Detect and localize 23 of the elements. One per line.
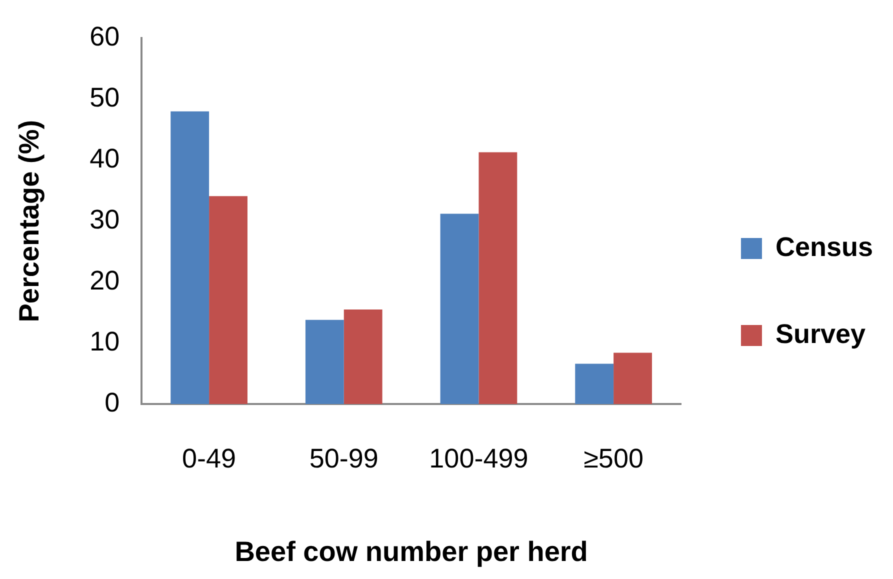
x-tick-label: 100-499: [429, 444, 528, 474]
bar: [344, 310, 382, 404]
y-tick-label: 10: [90, 326, 120, 356]
y-tick-label: 60: [90, 22, 120, 52]
bar: [478, 152, 518, 404]
y-tick-label: 30: [90, 204, 120, 235]
x-tick-label: 0-49: [182, 444, 236, 474]
x-axis-title: Beef cow number per herd: [234, 536, 588, 567]
bar: [170, 111, 210, 404]
bar: [305, 320, 344, 404]
bar: [440, 214, 479, 404]
y-tick-label: 50: [90, 82, 120, 113]
y-tick-label: 20: [90, 266, 120, 296]
y-tick-label: 0: [104, 387, 120, 418]
legend-label: Census: [775, 232, 874, 262]
y-axis-title: Percentage (%): [14, 120, 45, 322]
x-tick-label: ≥500: [584, 444, 644, 474]
legend-label: Survey: [775, 318, 866, 349]
y-tick-label: 40: [90, 144, 120, 174]
x-tick-label: 50-99: [309, 444, 378, 474]
bar: [209, 196, 248, 404]
bar: [575, 364, 614, 404]
bar: [614, 352, 652, 404]
